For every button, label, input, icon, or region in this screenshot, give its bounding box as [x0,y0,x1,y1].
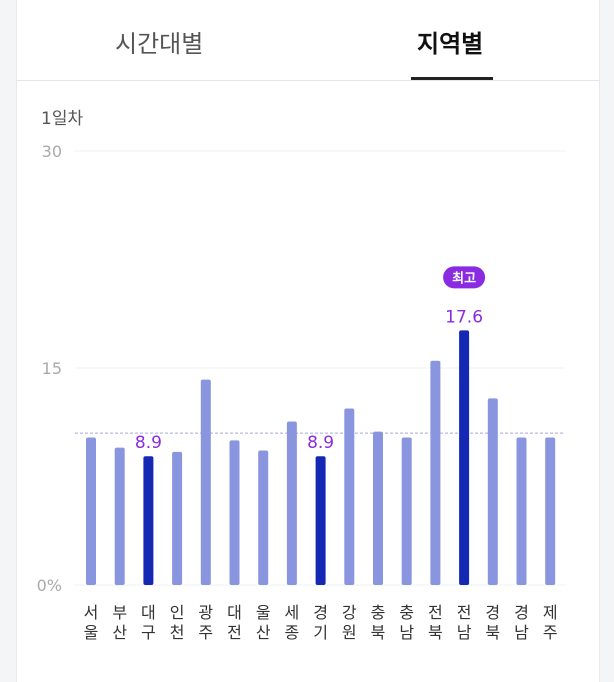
bar-울산 [258,450,269,585]
tab-by-time[interactable]: 시간대별 [115,30,204,58]
max-badge [443,266,486,289]
y-tick-label: 0% [37,576,62,595]
tab-by-region[interactable]: 지역별 [417,30,484,58]
bar-제주 [545,437,556,585]
bar-세종 [286,421,297,585]
bar-전북 [430,360,441,585]
active-tab-indicator [411,77,493,80]
data-label: 17.6 [445,307,483,327]
bar-대전 [229,440,240,585]
bar-대구 [143,456,154,585]
max-badge-label: 최고 [452,271,476,286]
bar-강원 [344,408,355,585]
chart-card: 시간대별 지역별 1일차 [16,0,600,682]
bar-충북 [373,431,383,585]
day-label: 1일차 [41,109,84,129]
data-label: 8.9 [307,433,334,453]
bar-서울 [86,437,96,585]
bar-전남 [459,330,470,585]
bar-경남 [516,437,527,585]
bar-충남 [401,437,412,585]
bar-경기 [315,456,326,585]
y-tick-label: 15 [42,359,62,378]
tab-bar: 시간대별 지역별 [17,0,599,81]
bar-경북 [487,398,498,585]
data-label: 8.9 [135,433,162,453]
bar-인천 [172,451,183,585]
bar-부산 [114,447,125,585]
bar-광주 [200,379,211,585]
y-tick-label: 30 [42,142,62,161]
